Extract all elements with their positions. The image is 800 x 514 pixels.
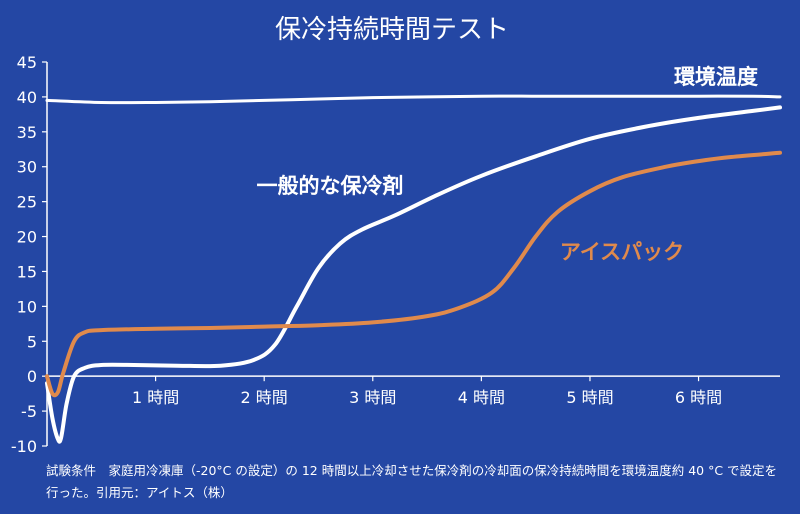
series-lines — [45, 94, 782, 444]
x-tick-label: 5 時間 — [566, 388, 613, 407]
y-tick-label: 0 — [27, 367, 37, 386]
y-tick-label: 15 — [17, 262, 37, 281]
x-tick-label: 2 時間 — [241, 388, 288, 407]
y-tick-label: 45 — [17, 53, 37, 72]
y-tick-label: -5 — [21, 402, 37, 421]
x-tick-label: 3 時間 — [349, 388, 396, 407]
series-label-icepack: アイスパック — [560, 240, 684, 264]
y-tick-label: 25 — [17, 193, 37, 212]
y-tick-label: 30 — [17, 158, 37, 177]
x-tick-label: 1 時間 — [132, 388, 179, 407]
y-tick-label: 20 — [17, 228, 37, 247]
y-tick-label: 40 — [17, 88, 37, 107]
y-tick-label: 5 — [27, 332, 37, 351]
series-line-icepack — [45, 150, 782, 398]
series-label-general: 一般的な保冷剤 — [257, 174, 404, 198]
x-tick-label: 6 時間 — [675, 388, 722, 407]
axes: 45 40 35 30 25 20 15 10 5 0 -5 -10 1 時間 2 時間 3 時間 4 時間 5… — [11, 53, 780, 456]
chart-caption: 試験条件 家庭用冷凍庫（-20°C の設定）の 12 時間以上冷却させた保冷剤の… — [46, 463, 778, 500]
chart-title: 保冷持続時間テスト — [275, 15, 509, 45]
series-label-ambient: 環境温度 — [674, 65, 758, 89]
y-tick-label: -10 — [11, 437, 37, 456]
x-tick-label: 4 時間 — [458, 388, 505, 407]
y-tick-label: 10 — [17, 297, 37, 316]
series-line-ambient — [45, 94, 782, 105]
y-tick-label: 35 — [17, 123, 37, 142]
